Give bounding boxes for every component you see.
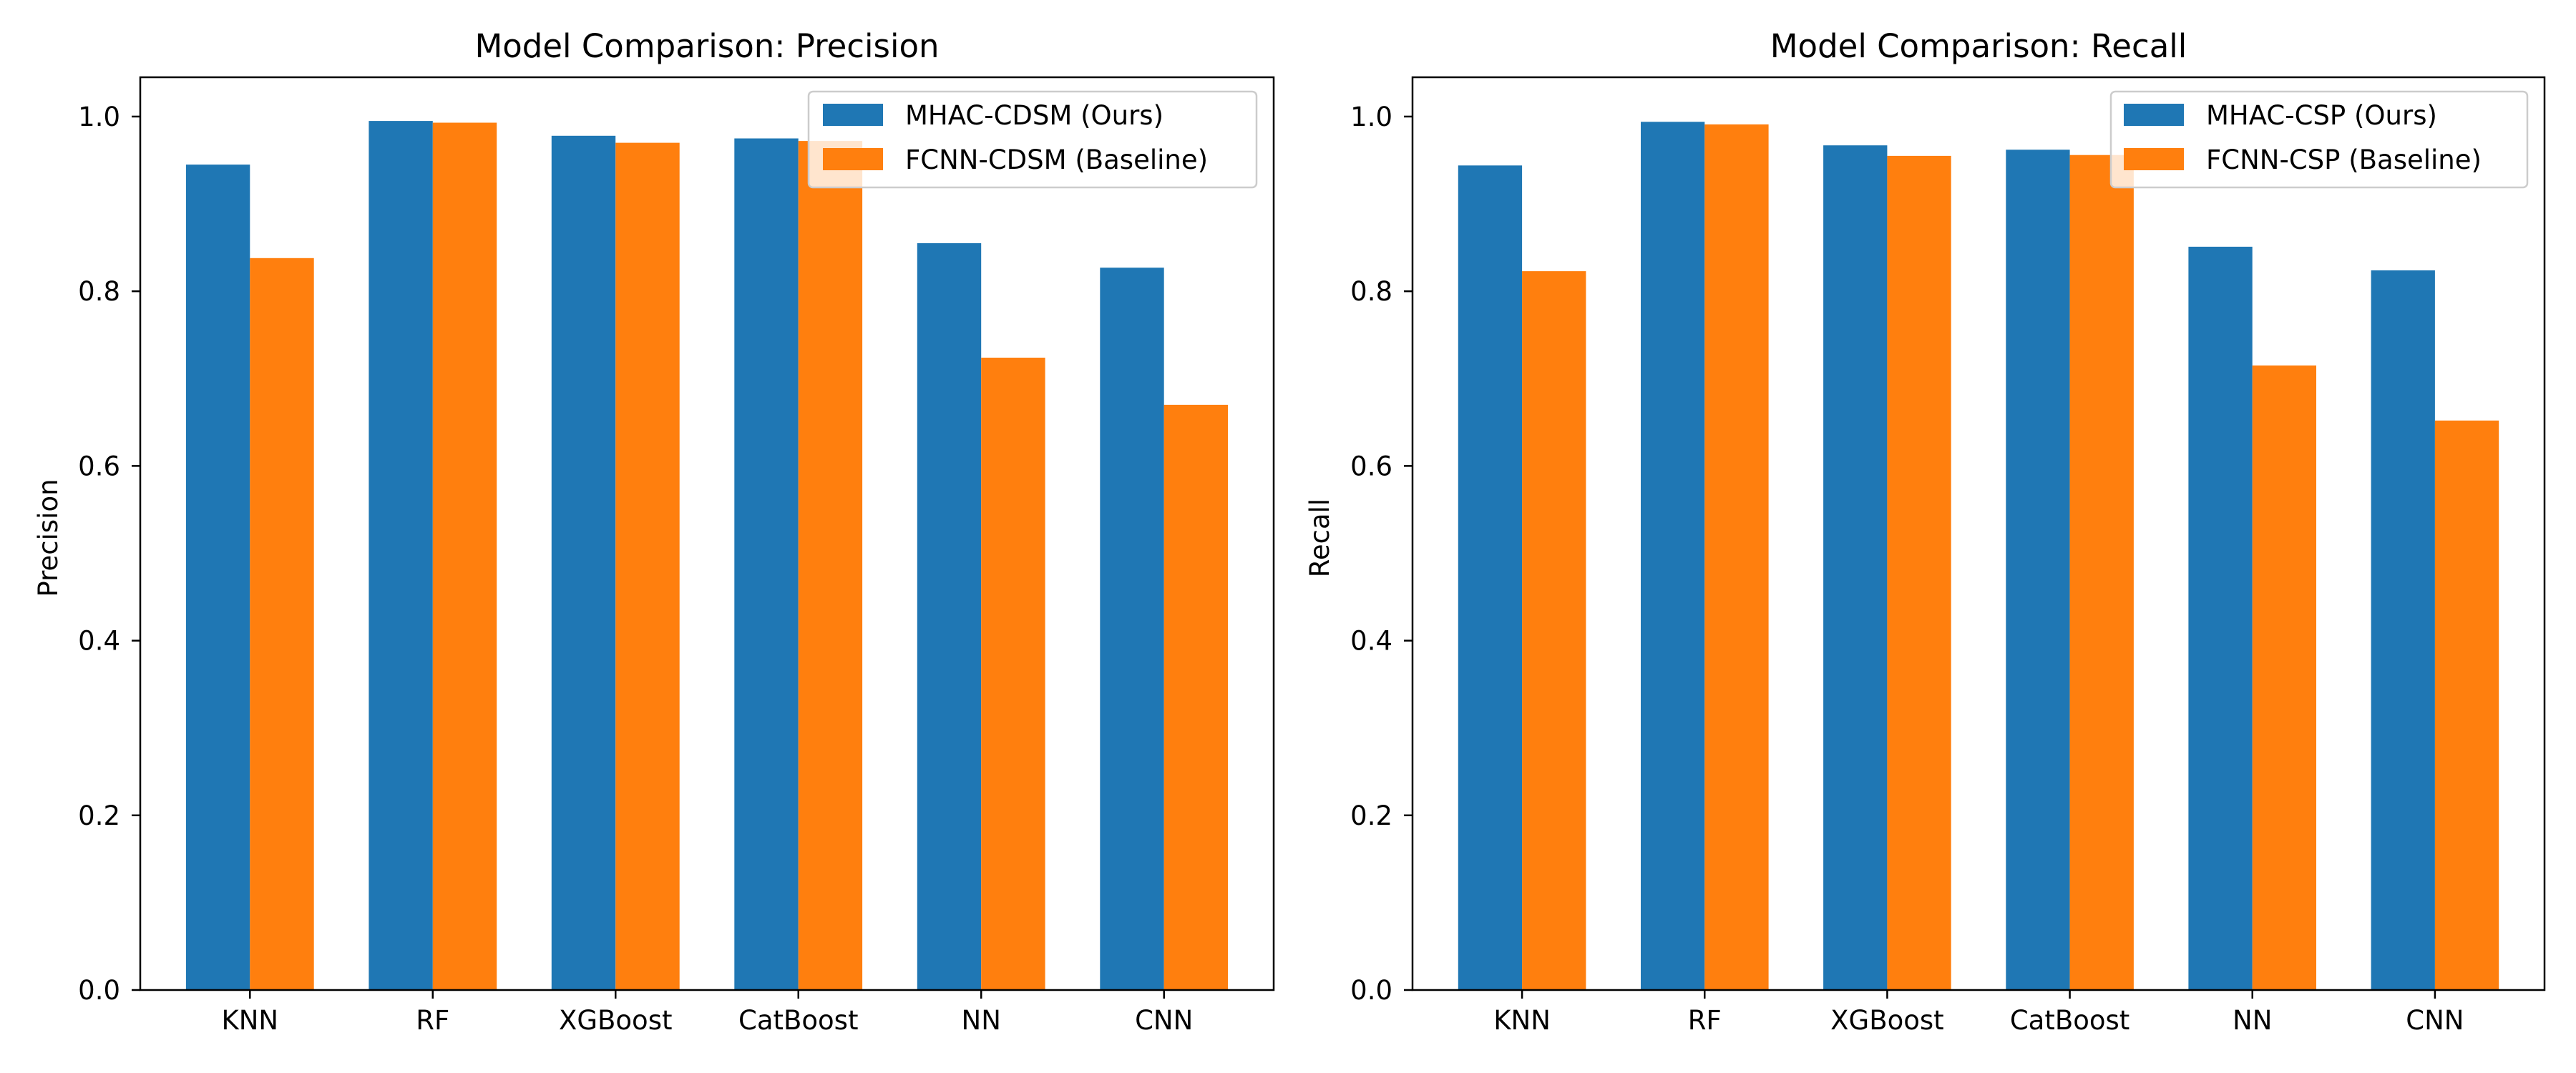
legend-swatch-ours (823, 104, 883, 126)
bar (2434, 420, 2499, 990)
y-tick-label: 0.0 (1350, 975, 1392, 1006)
x-tick-label: XGBoost (1830, 1005, 1943, 1036)
bar (798, 141, 863, 991)
axes-frame (139, 76, 1275, 991)
legend-swatch-baseline (823, 148, 883, 170)
x-tick-label: CatBoost (738, 1005, 858, 1036)
bar (2006, 150, 2070, 990)
x-tick-label: RF (416, 1005, 449, 1036)
y-axis-label: Precision (33, 479, 64, 597)
bar (2252, 365, 2316, 990)
bar (2371, 270, 2435, 990)
bar (185, 165, 250, 991)
legend-swatch-baseline (2124, 148, 2184, 170)
recall-chart: Model Comparison: Recall Recall MHAC-CSP… (1304, 27, 2546, 1036)
y-tick-label: 0.8 (1350, 276, 1392, 307)
x-tick-label: NN (2233, 1005, 2272, 1036)
y-tick-label: 0.4 (1350, 626, 1392, 657)
legend-label-ours: MHAC-CDSM (Ours) (905, 100, 1163, 131)
y-axis-label: Recall (1304, 499, 1335, 577)
x-tick-label: KNN (221, 1005, 278, 1036)
bar (981, 358, 1045, 990)
bar (734, 138, 799, 990)
y-tick-label: 1.0 (78, 102, 120, 132)
y-tick-label: 0.2 (78, 800, 120, 831)
y-tick-label: 0.6 (1350, 451, 1392, 481)
bar (1458, 165, 1523, 990)
y-tick-label: 0.8 (78, 276, 120, 307)
bar (1887, 155, 1951, 990)
bar (2069, 155, 2134, 991)
legend: MHAC-CDSM (Ours) FCNN-CDSM (Baseline) (807, 90, 1258, 189)
x-tick-label: NN (962, 1005, 1001, 1036)
legend-label-baseline: FCNN-CSP (Baseline) (2206, 144, 2482, 175)
bar (1163, 404, 1229, 990)
bar (1704, 124, 1769, 990)
bar (1100, 268, 1164, 990)
bar (250, 258, 314, 990)
legend: MHAC-CSP (Ours) FCNN-CSP (Baseline) (2109, 90, 2529, 189)
x-tick-label: CatBoost (2010, 1005, 2129, 1036)
bar (1641, 122, 1705, 990)
bar (1823, 145, 1888, 991)
y-tick-label: 0.2 (1350, 800, 1392, 831)
plot-area (185, 121, 1229, 991)
bar (1522, 271, 1586, 991)
precision-chart: Model Comparison: Precision Precision MH… (33, 27, 1275, 1036)
legend-box (2109, 90, 2529, 189)
x-tick-label: KNN (1493, 1005, 1551, 1036)
y-tick-label: 0.0 (78, 975, 120, 1006)
y-tick-label: 1.0 (1350, 102, 1392, 132)
x-tick-label: XGBoost (559, 1005, 672, 1036)
axes-frame (1411, 76, 2546, 991)
y-tick-label: 0.6 (78, 451, 120, 481)
legend-label-ours: MHAC-CSP (Ours) (2206, 100, 2437, 131)
bar (2188, 246, 2253, 990)
bar (615, 142, 680, 991)
x-tick-label: CNN (2406, 1005, 2464, 1036)
legend-box (807, 90, 1258, 189)
chart-title: Model Comparison: Recall (1770, 27, 2187, 65)
bar (432, 122, 497, 990)
bar (551, 135, 616, 990)
y-tick-label: 0.4 (78, 626, 120, 657)
plot-area (1458, 122, 2499, 991)
chart-title: Model Comparison: Precision (474, 27, 939, 65)
legend-label-baseline: FCNN-CDSM (Baseline) (905, 144, 1208, 175)
bar (369, 121, 433, 991)
bar (917, 243, 982, 990)
legend-swatch-ours (2124, 104, 2184, 126)
x-tick-label: RF (1688, 1005, 1722, 1036)
x-tick-label: CNN (1135, 1005, 1193, 1036)
